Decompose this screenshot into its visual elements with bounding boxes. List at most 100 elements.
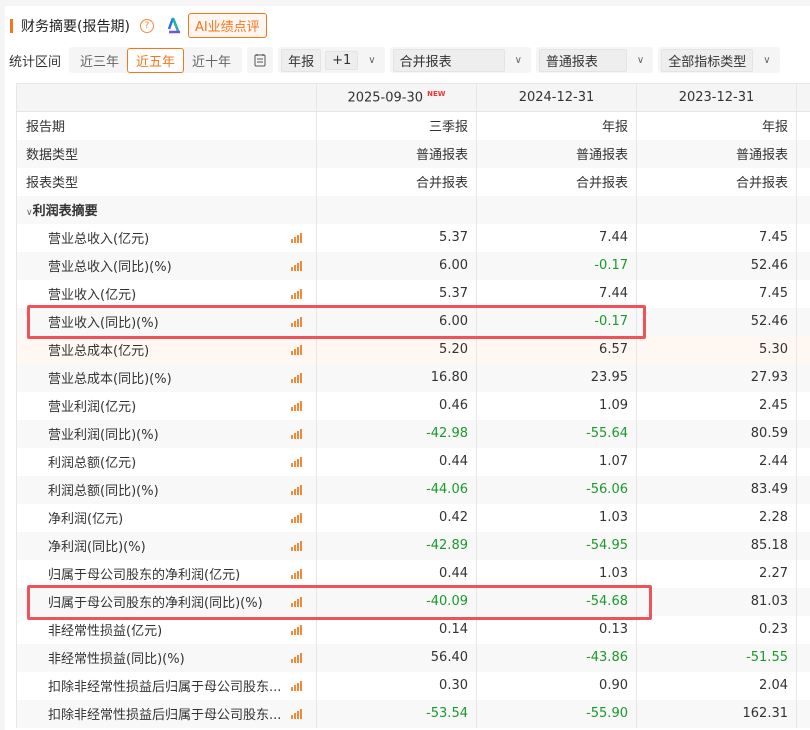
bar-chart-icon[interactable]: [291, 512, 302, 523]
chevron-down-icon[interactable]: ∨: [514, 54, 522, 66]
row-label: 净利润(同比)(%): [16, 531, 317, 560]
meta-row: 报表类型 合并报表 合并报表 合并报表: [16, 167, 810, 196]
table-row: 利润总额(亿元) 0.44 1.07 2.44: [16, 447, 810, 476]
cell: 7.44: [476, 279, 637, 308]
cell: -0.17: [476, 251, 637, 280]
cell: 23.95: [476, 363, 637, 392]
row-label: 非经常性损益(同比)(%): [16, 643, 317, 672]
row-label: 营业利润(亿元): [16, 391, 317, 420]
cell-partial: [796, 419, 810, 448]
period-select[interactable]: 年报 +1 ∨: [278, 47, 385, 73]
cell: 5.20: [316, 335, 477, 364]
table-row: 营业总成本(亿元) 5.20 6.57 5.30: [16, 335, 810, 364]
cell: -42.98: [316, 419, 477, 448]
report-scope-value[interactable]: 合并报表: [392, 48, 505, 72]
cell: -53.54: [316, 699, 477, 728]
range-5y[interactable]: 近五年: [127, 47, 185, 73]
cell-partial: [796, 195, 810, 224]
bar-chart-icon[interactable]: [291, 484, 302, 495]
meta-row: 报告期 三季报 年报 年报: [16, 111, 810, 140]
bar-chart-icon[interactable]: [291, 568, 302, 579]
table-row: 净利润(同比)(%) -42.89 -54.95 85.18: [16, 531, 810, 560]
report-type-value[interactable]: 普通报表: [538, 48, 627, 72]
row-label: 报告期: [16, 111, 317, 140]
table-row: 净利润(亿元) 0.42 1.03 2.28: [16, 503, 810, 532]
page-title: 财务摘要(报告期): [21, 18, 130, 35]
title-accent-bar: [10, 18, 13, 33]
cell: 普通报表: [476, 139, 637, 168]
cell: [316, 195, 477, 224]
indicator-type-value[interactable]: 全部指标类型: [661, 48, 754, 72]
cell: -43.86: [476, 643, 637, 672]
column-header: 2023-12-31: [636, 83, 797, 112]
table-row: 营业收入(同比)(%) 6.00 -0.17 52.46: [16, 307, 810, 336]
cell-partial: [796, 223, 810, 252]
bar-chart-icon[interactable]: [291, 680, 302, 691]
cell: 0.42: [316, 503, 477, 532]
bar-chart-icon[interactable]: [291, 344, 302, 355]
bar-chart-icon[interactable]: [291, 232, 302, 243]
row-label: 利润总额(同比)(%): [16, 475, 317, 504]
offset-value[interactable]: +1: [325, 50, 359, 70]
table-row: 营业总收入(亿元) 5.37 7.44 7.45: [16, 223, 810, 252]
cell: 合并报表: [316, 167, 477, 196]
row-label: 营业总成本(同比)(%): [16, 363, 317, 392]
row-label: 营业总收入(亿元): [16, 223, 317, 252]
report-type-select[interactable]: 普通报表 ∨: [535, 47, 654, 73]
cell: 85.18: [636, 531, 797, 560]
row-label: 数据类型: [16, 139, 317, 168]
cell: 5.37: [316, 223, 477, 252]
cell: 7.44: [476, 223, 637, 252]
cell: 年报: [636, 111, 797, 140]
question-icon[interactable]: ?: [139, 18, 154, 33]
report-scope-select[interactable]: 合并报表 ∨: [389, 47, 531, 73]
bar-chart-icon[interactable]: [291, 288, 302, 299]
cell: 1.03: [476, 559, 637, 588]
bar-chart-icon[interactable]: [291, 428, 302, 439]
cell-partial: [796, 671, 810, 700]
chevron-down-icon[interactable]: ∨: [763, 54, 771, 66]
cell-partial: [796, 643, 810, 672]
cell: [636, 195, 797, 224]
ai-logo-icon: [167, 17, 180, 33]
period-value[interactable]: 年报: [281, 48, 322, 72]
chevron-down-icon[interactable]: ∨: [26, 208, 33, 218]
table-row: 利润总额(同比)(%) -44.06 -56.06 83.49: [16, 475, 810, 504]
bar-chart-icon[interactable]: [291, 624, 302, 635]
highlight-box: [27, 305, 646, 339]
bar-chart-icon[interactable]: [291, 540, 302, 551]
cell: 5.30: [636, 335, 797, 364]
indicator-type-select[interactable]: 全部指标类型 ∨: [658, 47, 780, 73]
row-label: 营业总成本(亿元): [16, 335, 317, 364]
cell-partial: [796, 559, 810, 588]
range-label: 统计区间: [9, 54, 62, 70]
table-row: 扣除非经常性损益后归属于母公司股东... 0.30 0.90 2.04: [16, 671, 810, 700]
cell: -56.06: [476, 475, 637, 504]
cell: 0.44: [316, 447, 477, 476]
cell: 2.28: [636, 503, 797, 532]
bar-chart-icon[interactable]: [291, 652, 302, 663]
cell: 年报: [476, 111, 637, 140]
section-row[interactable]: ∨利润表摘要: [16, 195, 810, 224]
bar-chart-icon[interactable]: [291, 260, 302, 271]
bar-chart-icon[interactable]: [291, 708, 302, 719]
calendar-icon[interactable]: [247, 47, 274, 73]
bar-chart-icon[interactable]: [291, 372, 302, 383]
cell: 三季报: [316, 111, 477, 140]
bar-chart-icon[interactable]: [291, 596, 302, 607]
cell-partial: [796, 251, 810, 280]
range-10y[interactable]: 近十年: [192, 54, 232, 70]
cell: 162.31: [636, 699, 797, 728]
ai-review-button[interactable]: AI业绩点评: [187, 13, 267, 38]
section-label[interactable]: ∨利润表摘要: [16, 195, 317, 224]
row-label: 营业收入(亿元): [16, 279, 317, 308]
row-label: 扣除非经常性损益后归属于母公司股东...: [16, 699, 317, 728]
bar-chart-icon[interactable]: [291, 456, 302, 467]
range-3y[interactable]: 近三年: [80, 54, 120, 70]
cell: 合并报表: [476, 167, 637, 196]
bar-chart-icon[interactable]: [291, 316, 302, 327]
cell: 合并报表: [636, 167, 797, 196]
chevron-down-icon[interactable]: ∨: [368, 54, 376, 66]
chevron-down-icon[interactable]: ∨: [636, 54, 645, 66]
bar-chart-icon[interactable]: [291, 400, 302, 411]
